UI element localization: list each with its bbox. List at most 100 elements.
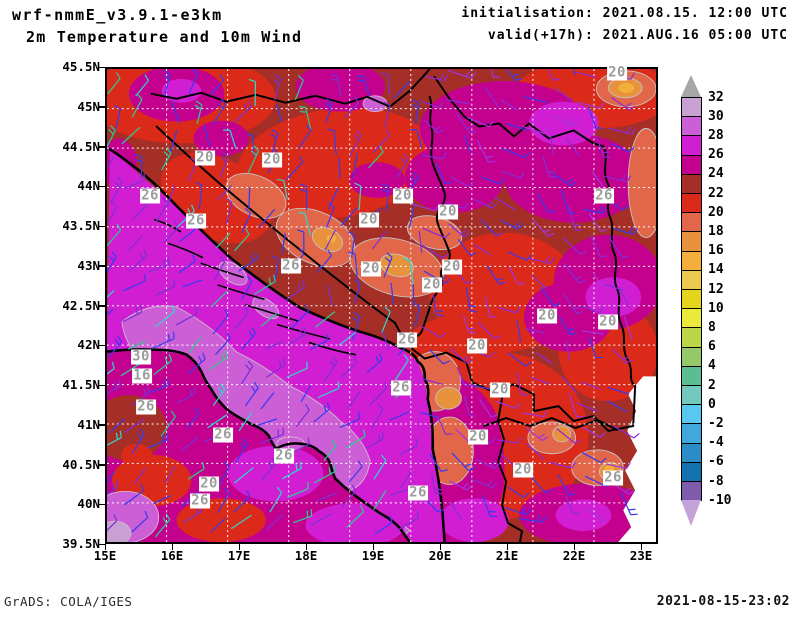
- lat-tick-label: 45.5N: [62, 59, 100, 74]
- wind-barb: [287, 481, 309, 499]
- wind-barb: [587, 508, 605, 523]
- wind-barb: [576, 71, 596, 78]
- colorbar-cell: [681, 442, 702, 463]
- wind-barb: [300, 385, 312, 403]
- wind-barb: [107, 201, 118, 226]
- wind-barb: [238, 251, 258, 272]
- wind-barb: [339, 412, 360, 429]
- wind-barb: [266, 357, 286, 378]
- wind-barb: [258, 208, 276, 228]
- colorbar-level-label: -4: [708, 435, 724, 451]
- wind-barb: [160, 410, 176, 437]
- lat-tick-label: 45N: [77, 98, 100, 114]
- colorbar-level-label: -8: [708, 473, 724, 489]
- contour-label: 20: [438, 203, 458, 220]
- wind-barb: [340, 207, 358, 227]
- wind-barb: [213, 256, 226, 280]
- wind-barb: [470, 478, 498, 489]
- wind-barb: [613, 425, 640, 439]
- wind-barb: [315, 311, 336, 328]
- colorbar-level-label: -2: [708, 415, 724, 431]
- wind-barb: [475, 459, 501, 469]
- wind-barb: [455, 428, 471, 444]
- wind-barb: [288, 327, 307, 346]
- model-title: wrf-nmmE_v3.9.1-e3km: [12, 6, 223, 24]
- wind-barb: [188, 69, 199, 95]
- wind-barb: [187, 352, 206, 375]
- colorbar-cell: [681, 173, 702, 194]
- colorbar-cell: [681, 385, 702, 406]
- wind-barb: [327, 128, 337, 155]
- wind-barb: [565, 341, 571, 361]
- lat-tick-label: 40N: [77, 496, 100, 512]
- wind-barb: [530, 274, 548, 290]
- colorbar-level-label: 16: [708, 243, 724, 259]
- wind-barb: [604, 174, 632, 183]
- wind-barb: [233, 306, 250, 330]
- wind-barb: [576, 101, 605, 109]
- wind-barb: [131, 510, 149, 533]
- wind-barb: [536, 193, 556, 213]
- wind-barb: [217, 461, 230, 489]
- wind-barb: [590, 234, 608, 258]
- wind-barb: [217, 487, 230, 513]
- wind-barb: [563, 293, 584, 314]
- colorbar-cell: [681, 365, 702, 386]
- wind-barb: [557, 474, 576, 496]
- wind-barb: [432, 294, 444, 317]
- wind-barb: [507, 352, 532, 367]
- wind-barb: [396, 153, 409, 179]
- wind-barb: [522, 410, 548, 418]
- wind-barb: [588, 336, 603, 359]
- wind-barb: [107, 480, 119, 496]
- wind-barb: [422, 227, 451, 239]
- wind-barb: [330, 74, 342, 97]
- wind-barb: [323, 356, 338, 382]
- wind-barb: [219, 151, 229, 179]
- wind-barb: [481, 495, 498, 518]
- wind-barb: [591, 170, 604, 188]
- wind-barb: [606, 462, 631, 470]
- colorbar-cell: [681, 308, 702, 329]
- lat-tick-label: 43.5N: [62, 218, 100, 233]
- wind-barb: [502, 148, 530, 159]
- contour-label: 20: [195, 149, 215, 166]
- wind-barb: [429, 453, 449, 473]
- wind-barb: [344, 96, 359, 119]
- wind-barb: [420, 100, 444, 109]
- contour-label: 20: [393, 187, 413, 204]
- wind-barb: [476, 140, 496, 163]
- wind-barb: [147, 432, 169, 449]
- wind-barb: [153, 353, 173, 376]
- wind-barb: [114, 104, 122, 133]
- wind-barb: [508, 266, 525, 285]
- wind-barb: [107, 470, 116, 483]
- wind-barb: [497, 436, 522, 444]
- wind-barb: [447, 69, 477, 79]
- lat-tick-label: 40.5N: [62, 456, 100, 472]
- colorbar-level-label: 24: [708, 166, 724, 182]
- lon-tick: [238, 544, 241, 550]
- wind-barb: [588, 212, 608, 232]
- colorbar-cell: [681, 154, 702, 175]
- wind-barb: [195, 182, 203, 209]
- wind-barb: [131, 428, 145, 455]
- wind-barb: [505, 69, 523, 82]
- wind-barb: [122, 274, 146, 292]
- wind-barb: [409, 128, 423, 149]
- wind-barb: [381, 306, 391, 333]
- wind-barb: [449, 501, 463, 521]
- colorbar-level-label: 26: [708, 147, 724, 163]
- wind-barb: [153, 494, 172, 505]
- wind-barb: [281, 461, 302, 480]
- lat-tick-label: 39.5N: [62, 536, 100, 551]
- wind-barb: [107, 223, 122, 247]
- wind-barb: [166, 185, 175, 207]
- wind-barb: [352, 312, 361, 340]
- colorbar-level-label: 12: [708, 281, 724, 297]
- lat-tick: [99, 344, 105, 347]
- wind-barb: [107, 430, 122, 446]
- wind-barb: [495, 400, 521, 410]
- colorbar-level-label: 0: [708, 396, 716, 412]
- wind-barb: [109, 418, 126, 434]
